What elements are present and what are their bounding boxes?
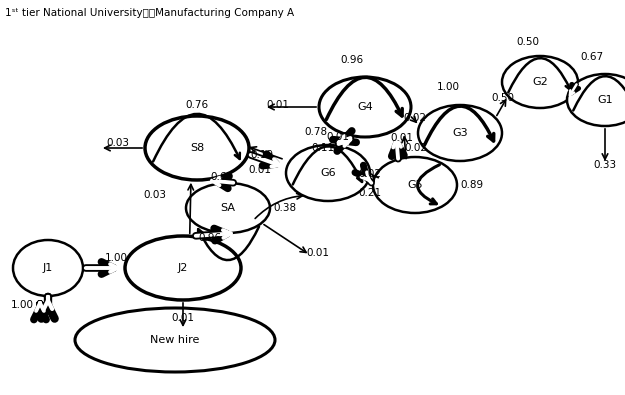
Text: 0.50: 0.50: [491, 93, 514, 103]
Ellipse shape: [125, 236, 241, 300]
Text: S8: S8: [190, 143, 204, 153]
Text: 0.19: 0.19: [251, 150, 274, 160]
Text: G3: G3: [452, 128, 468, 138]
Text: 0.01: 0.01: [326, 132, 349, 142]
Text: 1.00: 1.00: [436, 82, 459, 92]
Text: 0.01: 0.01: [391, 133, 414, 143]
Text: 0.67: 0.67: [581, 52, 604, 62]
Text: 0.01: 0.01: [306, 248, 329, 258]
Text: 0.50: 0.50: [516, 37, 539, 47]
Text: 0.03: 0.03: [106, 138, 129, 148]
Text: 0.89: 0.89: [461, 180, 484, 190]
Text: 0.01: 0.01: [266, 100, 289, 110]
Text: 0.02: 0.02: [404, 143, 428, 153]
Text: 0.02: 0.02: [404, 113, 426, 123]
Text: 0.01: 0.01: [249, 165, 271, 175]
Text: 1ˢᵗ tier National University　　Manufacturing Company A: 1ˢᵗ tier National University Manufacturi…: [5, 8, 294, 18]
Text: New hire: New hire: [151, 335, 200, 345]
Text: 1.00: 1.00: [11, 300, 34, 310]
Text: 0.96: 0.96: [199, 233, 222, 243]
Text: J2: J2: [178, 263, 188, 273]
Text: G5: G5: [408, 180, 422, 190]
Text: 0.03: 0.03: [144, 190, 166, 200]
Text: G2: G2: [532, 77, 548, 87]
Text: 0.38: 0.38: [274, 203, 297, 213]
Text: J1: J1: [43, 263, 53, 273]
Text: 0.01: 0.01: [171, 313, 194, 323]
Ellipse shape: [145, 116, 249, 180]
Ellipse shape: [373, 157, 457, 213]
Ellipse shape: [418, 105, 502, 161]
Text: 0.02: 0.02: [359, 169, 381, 179]
Ellipse shape: [186, 183, 270, 233]
Text: 0.78: 0.78: [304, 127, 328, 137]
Text: 0.21: 0.21: [359, 188, 381, 198]
Text: G1: G1: [598, 95, 612, 105]
Text: SA: SA: [221, 203, 236, 213]
Text: 0.76: 0.76: [186, 100, 209, 110]
Ellipse shape: [286, 145, 370, 201]
Text: 0.33: 0.33: [594, 160, 616, 170]
Ellipse shape: [13, 240, 83, 296]
Ellipse shape: [502, 56, 578, 108]
Text: 0.96: 0.96: [341, 55, 364, 65]
Text: 1.00: 1.00: [104, 253, 127, 263]
Text: 0.11: 0.11: [311, 143, 334, 153]
Ellipse shape: [75, 308, 275, 372]
Text: G6: G6: [320, 168, 336, 178]
Ellipse shape: [319, 77, 411, 137]
Text: G4: G4: [357, 102, 373, 112]
Ellipse shape: [567, 74, 625, 126]
Text: 0.61: 0.61: [211, 172, 234, 182]
